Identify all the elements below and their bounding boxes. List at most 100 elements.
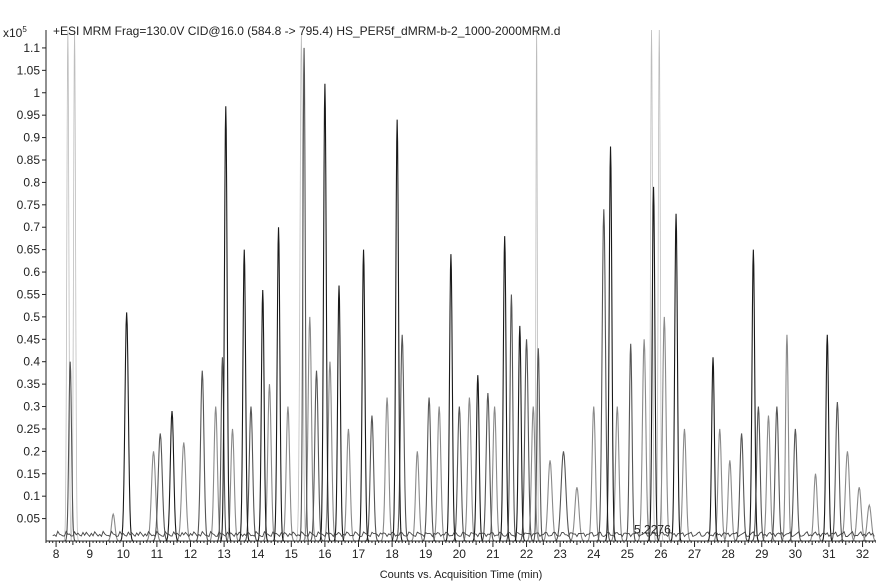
- chromatogram-peak: [208, 406, 223, 542]
- x-ticks: 8 9 10 11 12 13 14 15 16 17 18 19 20 21 22 23 24 25 26 27 28…: [45, 541, 876, 561]
- chromatogram-peak: [751, 406, 766, 542]
- y-tick-label: 0.4: [23, 355, 40, 369]
- chromatogram-peak: [637, 339, 652, 542]
- chromatogram-peak: [422, 397, 436, 542]
- x-tick-label: 29: [755, 547, 769, 561]
- y-tick-label: 0.85: [17, 153, 41, 167]
- chromatogram-peak: [514, 325, 526, 542]
- chromatogram-peak: [295, 34, 308, 542]
- y-tick-label: 0.25: [17, 422, 41, 436]
- chromatogram-peak: [175, 442, 192, 542]
- chromatogram-peak: [152, 433, 169, 542]
- x-tick-label: 14: [251, 547, 265, 561]
- y-tick-label: 0.9: [23, 131, 40, 145]
- x-tick-label: 28: [721, 547, 735, 561]
- chromatogram-peak: [734, 433, 749, 542]
- y-tick-label: 0.2: [23, 444, 40, 458]
- y-ticks: 0.05 0.1 0.15 0.2 0.25 0.3 0.35 0.4 0.45 0.5 0.55 0…: [17, 41, 46, 526]
- chromatogram-peak: [262, 384, 277, 542]
- chromatogram-peak: [106, 512, 120, 542]
- chromatogram-peak: [380, 397, 394, 542]
- x-tick-label: 31: [822, 547, 836, 561]
- chromatogram-peak: [821, 334, 833, 542]
- x-axis-label: Counts vs. Acquisition Time (min): [380, 569, 543, 581]
- y-tick-label: 1.05: [17, 63, 41, 77]
- chromatogram-peak: [145, 451, 162, 542]
- chromatogram-peak: [747, 249, 759, 542]
- y-tick-label: 0.65: [17, 243, 41, 257]
- chromatogram-peak: [610, 406, 625, 542]
- chromatogram-peak: [357, 249, 370, 542]
- x-tick-label: 30: [789, 547, 803, 561]
- chromatogram-peak: [770, 406, 784, 542]
- chromatogram-peak: [568, 487, 586, 542]
- chromatogram-peak: [272, 227, 285, 542]
- chromatogram-peak: [505, 294, 518, 542]
- y-tick-label: 0.1: [23, 489, 40, 503]
- x-tick-label: 17: [352, 547, 366, 561]
- y-tick-label: 0.7: [23, 220, 40, 234]
- x-tick-label: 11: [151, 547, 164, 561]
- y-tick-label: 0.3: [23, 400, 40, 414]
- chromatogram-peak: [554, 451, 573, 542]
- x-tick-label: 21: [486, 547, 500, 561]
- y-tick-label: 0.45: [17, 332, 41, 346]
- x-tick-label: 12: [184, 547, 198, 561]
- x-tick-label: 9: [86, 547, 93, 561]
- y-multiplier-exponent: 5: [22, 25, 27, 34]
- chromatogram-peak: [281, 406, 295, 542]
- chromatogram-peak: [298, 47, 310, 542]
- chromatogram-peak: [487, 406, 502, 542]
- y-tick-label: 0.8: [23, 175, 40, 189]
- x-tick-label: 13: [217, 547, 231, 561]
- x-tick-label: 32: [856, 547, 870, 561]
- chromatogram-peak: [532, 348, 544, 542]
- y-tick-label: 1: [33, 86, 40, 100]
- y-multiplier-label: x105: [3, 25, 27, 40]
- chromatogram-peak: [432, 406, 446, 542]
- y-tick-label: 0.15: [17, 467, 41, 481]
- chromatogram-peak: [302, 316, 317, 542]
- x-tick-label: 8: [53, 547, 60, 561]
- chromatogram-peak: [64, 361, 76, 542]
- chromatogram-peak: [625, 343, 637, 542]
- x-tick-label: 25: [621, 547, 635, 561]
- chromatogram-peak: [830, 401, 845, 542]
- y-tick-label: 0.6: [23, 265, 40, 279]
- y-tick-label: 0.55: [17, 287, 41, 301]
- chromatogram-peak: [410, 451, 425, 542]
- chromatogram-peak: [526, 406, 541, 542]
- chromatogram-peak: [225, 428, 240, 542]
- y-tick-label: 0.95: [17, 108, 41, 122]
- chromatogram-peak: [670, 213, 682, 542]
- x-tick-label: 27: [688, 547, 702, 561]
- peaks-layer: [52, 29, 876, 542]
- y-tick-label: 0.05: [17, 512, 41, 526]
- chromatogram-peak: [341, 428, 356, 542]
- y-tick-label: 0.5: [23, 310, 40, 324]
- peak-annotation: 5.2276: [634, 522, 671, 536]
- chromatogram-peak: [541, 460, 559, 542]
- x-tick-label: 10: [117, 547, 131, 561]
- y-tick-label: 0.75: [17, 198, 41, 212]
- chromatogram-peak: [604, 146, 617, 542]
- chromatogram-peak: [788, 428, 803, 542]
- x-tick-label: 20: [453, 547, 467, 561]
- chromatogram-peak: [319, 83, 331, 542]
- chromatogram-peak: [481, 393, 495, 542]
- x-tick-label: 15: [285, 547, 299, 561]
- chromatogram-peak: [647, 186, 660, 542]
- chromatogram-peak: [712, 428, 727, 542]
- x-tick-label: 22: [520, 547, 534, 561]
- chromatogram-peak: [238, 249, 250, 542]
- chromatogram-peak: [808, 473, 823, 542]
- x-tick-label: 24: [587, 547, 601, 561]
- x-tick-label: 19: [419, 547, 433, 561]
- y-tick-label: 1.1: [23, 41, 40, 55]
- chromatogram-peak: [723, 460, 737, 542]
- chromatogram-peak: [761, 415, 776, 542]
- x-tick-label: 23: [553, 547, 567, 561]
- chromatogram-peak: [63, 29, 73, 542]
